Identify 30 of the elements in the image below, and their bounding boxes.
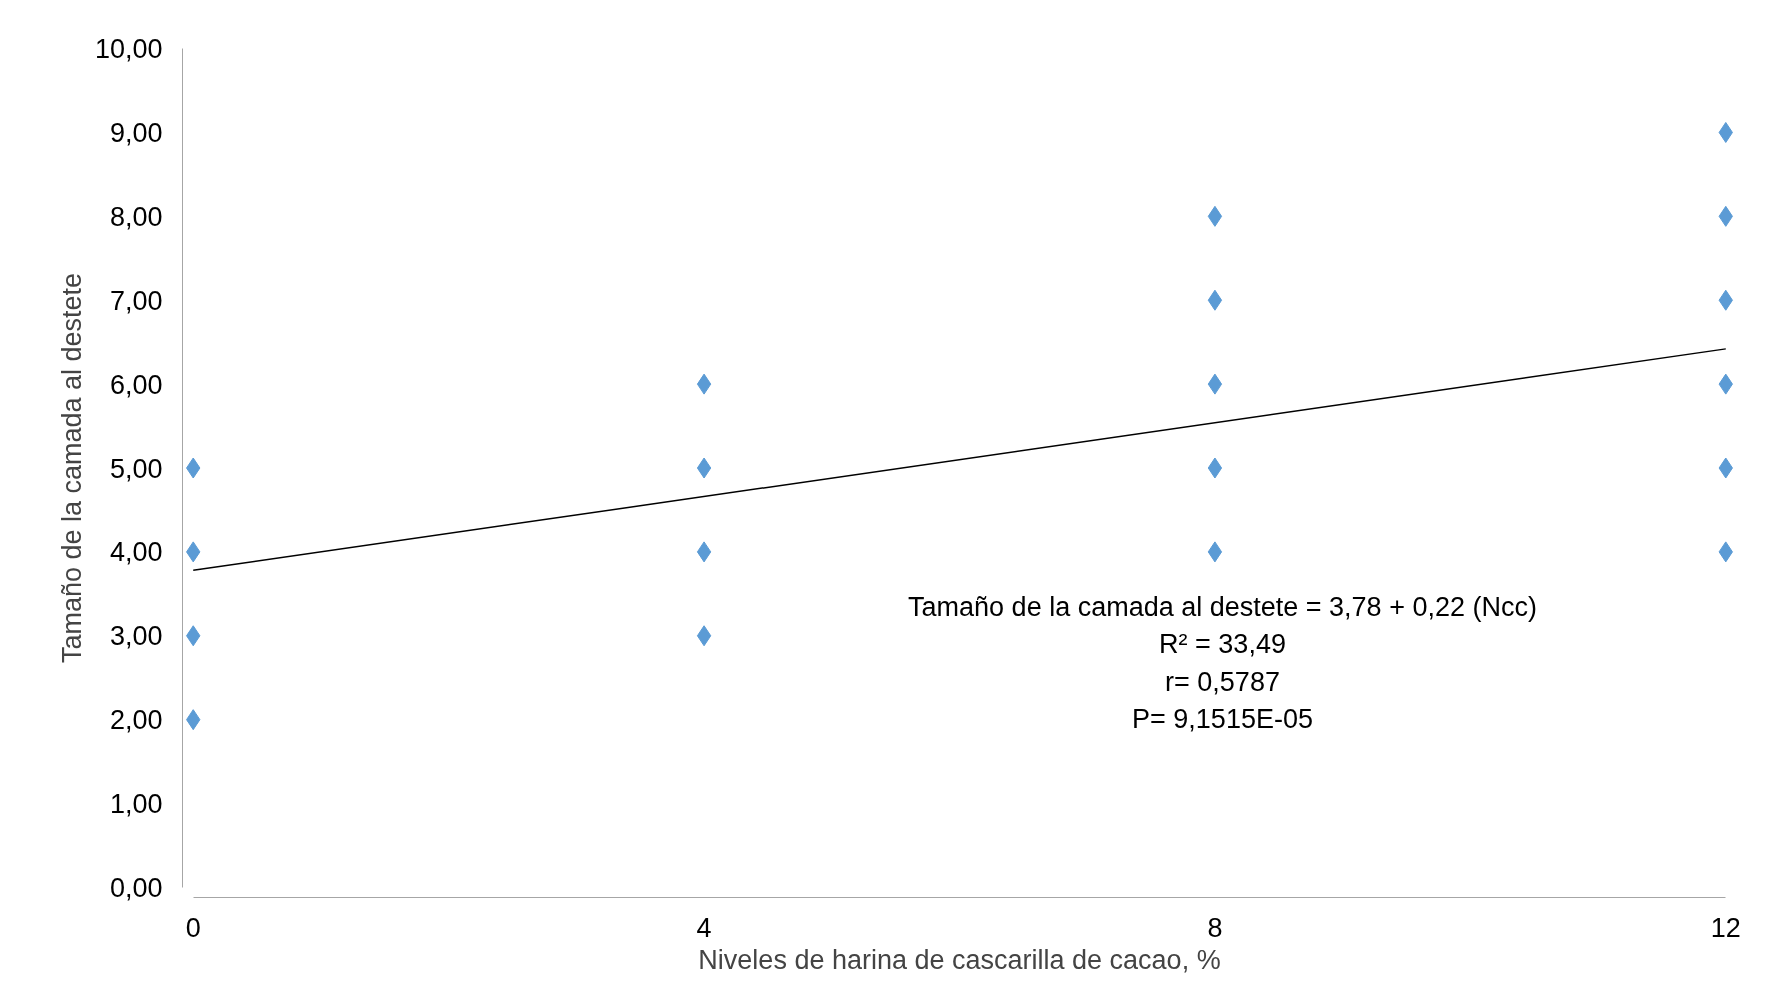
point: [1207, 541, 1223, 563]
y-tick-label: 6,00: [109, 369, 163, 400]
y-tick-label: 4,00: [109, 537, 163, 568]
point: [696, 625, 712, 647]
y-tick-label: 9,00: [109, 117, 163, 148]
x-tick-label: 12: [1710, 912, 1741, 943]
x-tick-label: 4: [696, 912, 712, 943]
point: [696, 373, 712, 395]
y-tick-label: 8,00: [109, 201, 163, 232]
point: [1207, 289, 1223, 311]
annotation: r= 0,5787: [1165, 666, 1280, 697]
y-tick-label: 7,00: [109, 285, 163, 316]
point: [1207, 373, 1223, 395]
point: [696, 457, 712, 479]
y-axis-title: Tamaño de la camada al destete: [56, 272, 87, 664]
point: [1207, 457, 1223, 479]
y-tick-label: 1,00: [109, 789, 163, 820]
y-tick-label: 5,00: [109, 453, 163, 484]
point: [1207, 205, 1223, 227]
point: [696, 541, 712, 563]
annotation: P= 9,1515E-05: [1132, 704, 1313, 734]
x-tick-label: 8: [1207, 912, 1223, 943]
y-tick-label: 2,00: [109, 705, 163, 736]
x-tick-label: 0: [185, 912, 201, 943]
y-tick-label: 0,00: [109, 872, 163, 903]
y-tick-label: 3,00: [109, 621, 163, 652]
x-axis-title: Niveles de harina de cascarilla de cacao, %: [698, 944, 1221, 975]
annotation: Tamaño de la camada al destete = 3,78 + 0,22 (Ncc): [908, 591, 1537, 622]
y-tick-label: 10,00: [94, 34, 163, 65]
annotation: R² = 33,49: [1159, 629, 1286, 659]
